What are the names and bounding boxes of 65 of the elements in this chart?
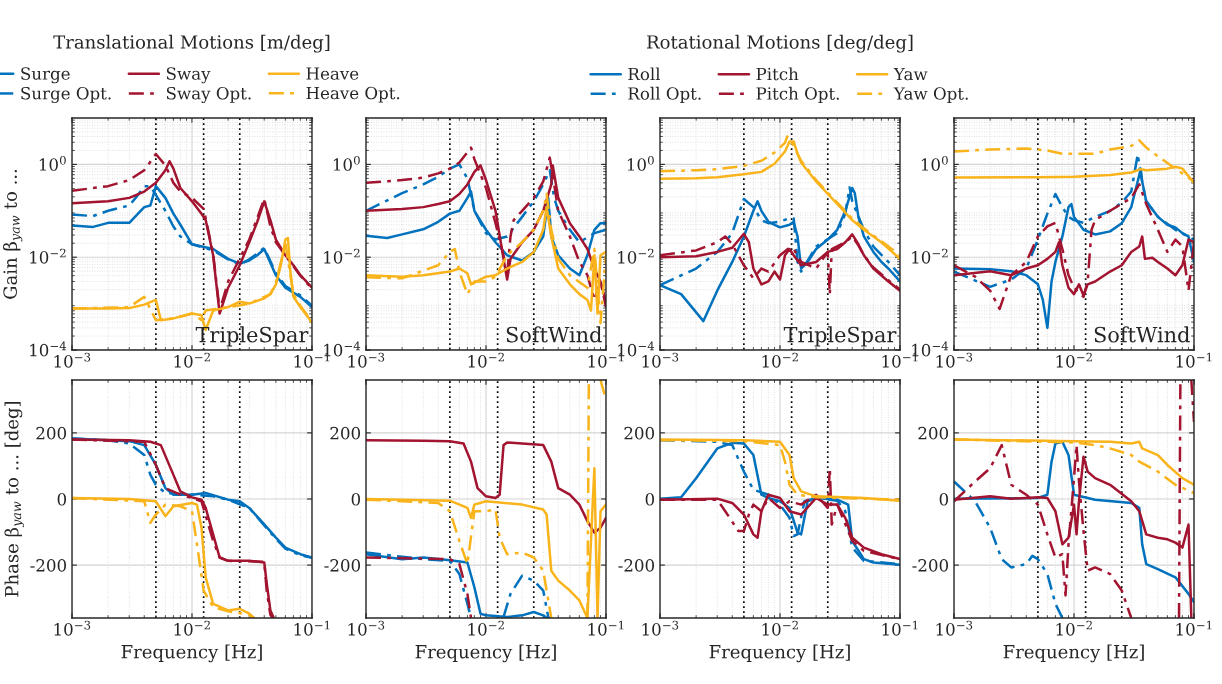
y-tick-label: 0 xyxy=(57,492,67,506)
y-tick-label: 10$^{−2}$ xyxy=(30,248,66,264)
y-axis-title: Phase β$_{yaw}$ to ... [deg] xyxy=(4,401,24,597)
y-tick-label: 200 xyxy=(330,426,361,440)
y-tick-label: 0 xyxy=(351,492,361,506)
y-tick-label: -200 xyxy=(324,559,361,572)
y-tick-label: -200 xyxy=(618,559,655,572)
x-tick-label: 10$^{−3}$ xyxy=(936,352,973,368)
x-tick-label: 10$^{−2}$ xyxy=(762,352,798,368)
x-axis-title: Frequency [Hz] xyxy=(1003,644,1144,663)
y-tick-label: 10$^{−2}$ xyxy=(324,248,360,264)
annotation: SoftWind xyxy=(1094,326,1190,343)
annotation: TripleSpar xyxy=(783,326,897,347)
x-tick-label: 10$^{−3}$ xyxy=(348,352,385,368)
y-tick-label: 10$^{−2}$ xyxy=(618,248,654,264)
legend-label: Sway xyxy=(166,67,211,84)
y-tick-label: 0 xyxy=(939,492,949,506)
x-tick-label: 10$^{−2}$ xyxy=(174,352,210,368)
x-tick-label: 10$^{−1}$ xyxy=(882,620,918,636)
y-tick-label: -200 xyxy=(912,559,949,572)
y-tick-label: 200 xyxy=(36,426,67,440)
annotation: TripleSpar xyxy=(195,326,309,347)
legend-label: Yaw xyxy=(893,67,928,81)
x-tick-label: 10$^{−1}$ xyxy=(588,620,624,636)
chart-title: Translational Motions [m/deg] xyxy=(53,34,330,53)
legend-label: Yaw Opt. xyxy=(893,87,968,103)
legend-label: Pitch xyxy=(756,67,799,81)
y-axis-title: Gain β$_{yaw}$ to ... xyxy=(2,169,23,299)
y-tick-label: 10$^{−2}$ xyxy=(912,248,948,264)
y-tick-label: 200 xyxy=(624,426,655,440)
chart-title: Rotational Motions [deg/deg] xyxy=(647,34,913,53)
legend-label: Pitch Opt. xyxy=(756,86,839,103)
legend-label: Heave xyxy=(306,67,359,80)
y-tick-label: 10$^{0}$ xyxy=(333,155,360,171)
y-tick-label: 200 xyxy=(918,426,949,440)
legend-label: Roll Opt. xyxy=(628,86,701,103)
annotation: SoftWind xyxy=(506,326,602,343)
x-tick-label: 10$^{−2}$ xyxy=(1056,620,1092,636)
x-tick-label: 10$^{−3}$ xyxy=(642,352,679,368)
y-tick-label: -200 xyxy=(30,559,67,572)
legend-label: Surge Opt. xyxy=(21,86,111,103)
legend-label: Heave Opt. xyxy=(306,86,400,103)
legend-label: Sway Opt. xyxy=(166,86,251,103)
x-tick-label: 10$^{−3}$ xyxy=(54,620,91,636)
x-tick-label: 10$^{−1}$ xyxy=(294,620,330,636)
x-tick-label: 10$^{−2}$ xyxy=(174,620,210,636)
x-tick-label: 10$^{−1}$ xyxy=(1176,620,1212,636)
x-axis-title: Frequency [Hz] xyxy=(121,644,262,663)
x-tick-label: 10$^{−1}$ xyxy=(1176,352,1212,368)
x-tick-label: 10$^{−3}$ xyxy=(54,352,91,368)
x-axis-title: Frequency [Hz] xyxy=(709,644,850,663)
x-tick-label: 10$^{−3}$ xyxy=(642,620,679,636)
x-tick-label: 10$^{−2}$ xyxy=(1056,352,1092,368)
x-tick-label: 10$^{−2}$ xyxy=(762,620,798,636)
x-tick-label: 10$^{−3}$ xyxy=(936,620,973,636)
y-tick-label: 10$^{0}$ xyxy=(921,155,948,171)
y-tick-label: 0 xyxy=(645,492,655,506)
x-tick-label: 10$^{−2}$ xyxy=(468,620,504,636)
x-tick-label: 10$^{−2}$ xyxy=(468,352,504,368)
x-tick-label: 10$^{−3}$ xyxy=(348,620,385,636)
legend-label: Surge xyxy=(21,67,70,84)
y-tick-label: 10$^{0}$ xyxy=(39,155,66,171)
legend-label: Roll xyxy=(628,67,661,81)
y-tick-label: 10$^{0}$ xyxy=(627,155,654,171)
x-axis-title: Frequency [Hz] xyxy=(415,644,556,663)
